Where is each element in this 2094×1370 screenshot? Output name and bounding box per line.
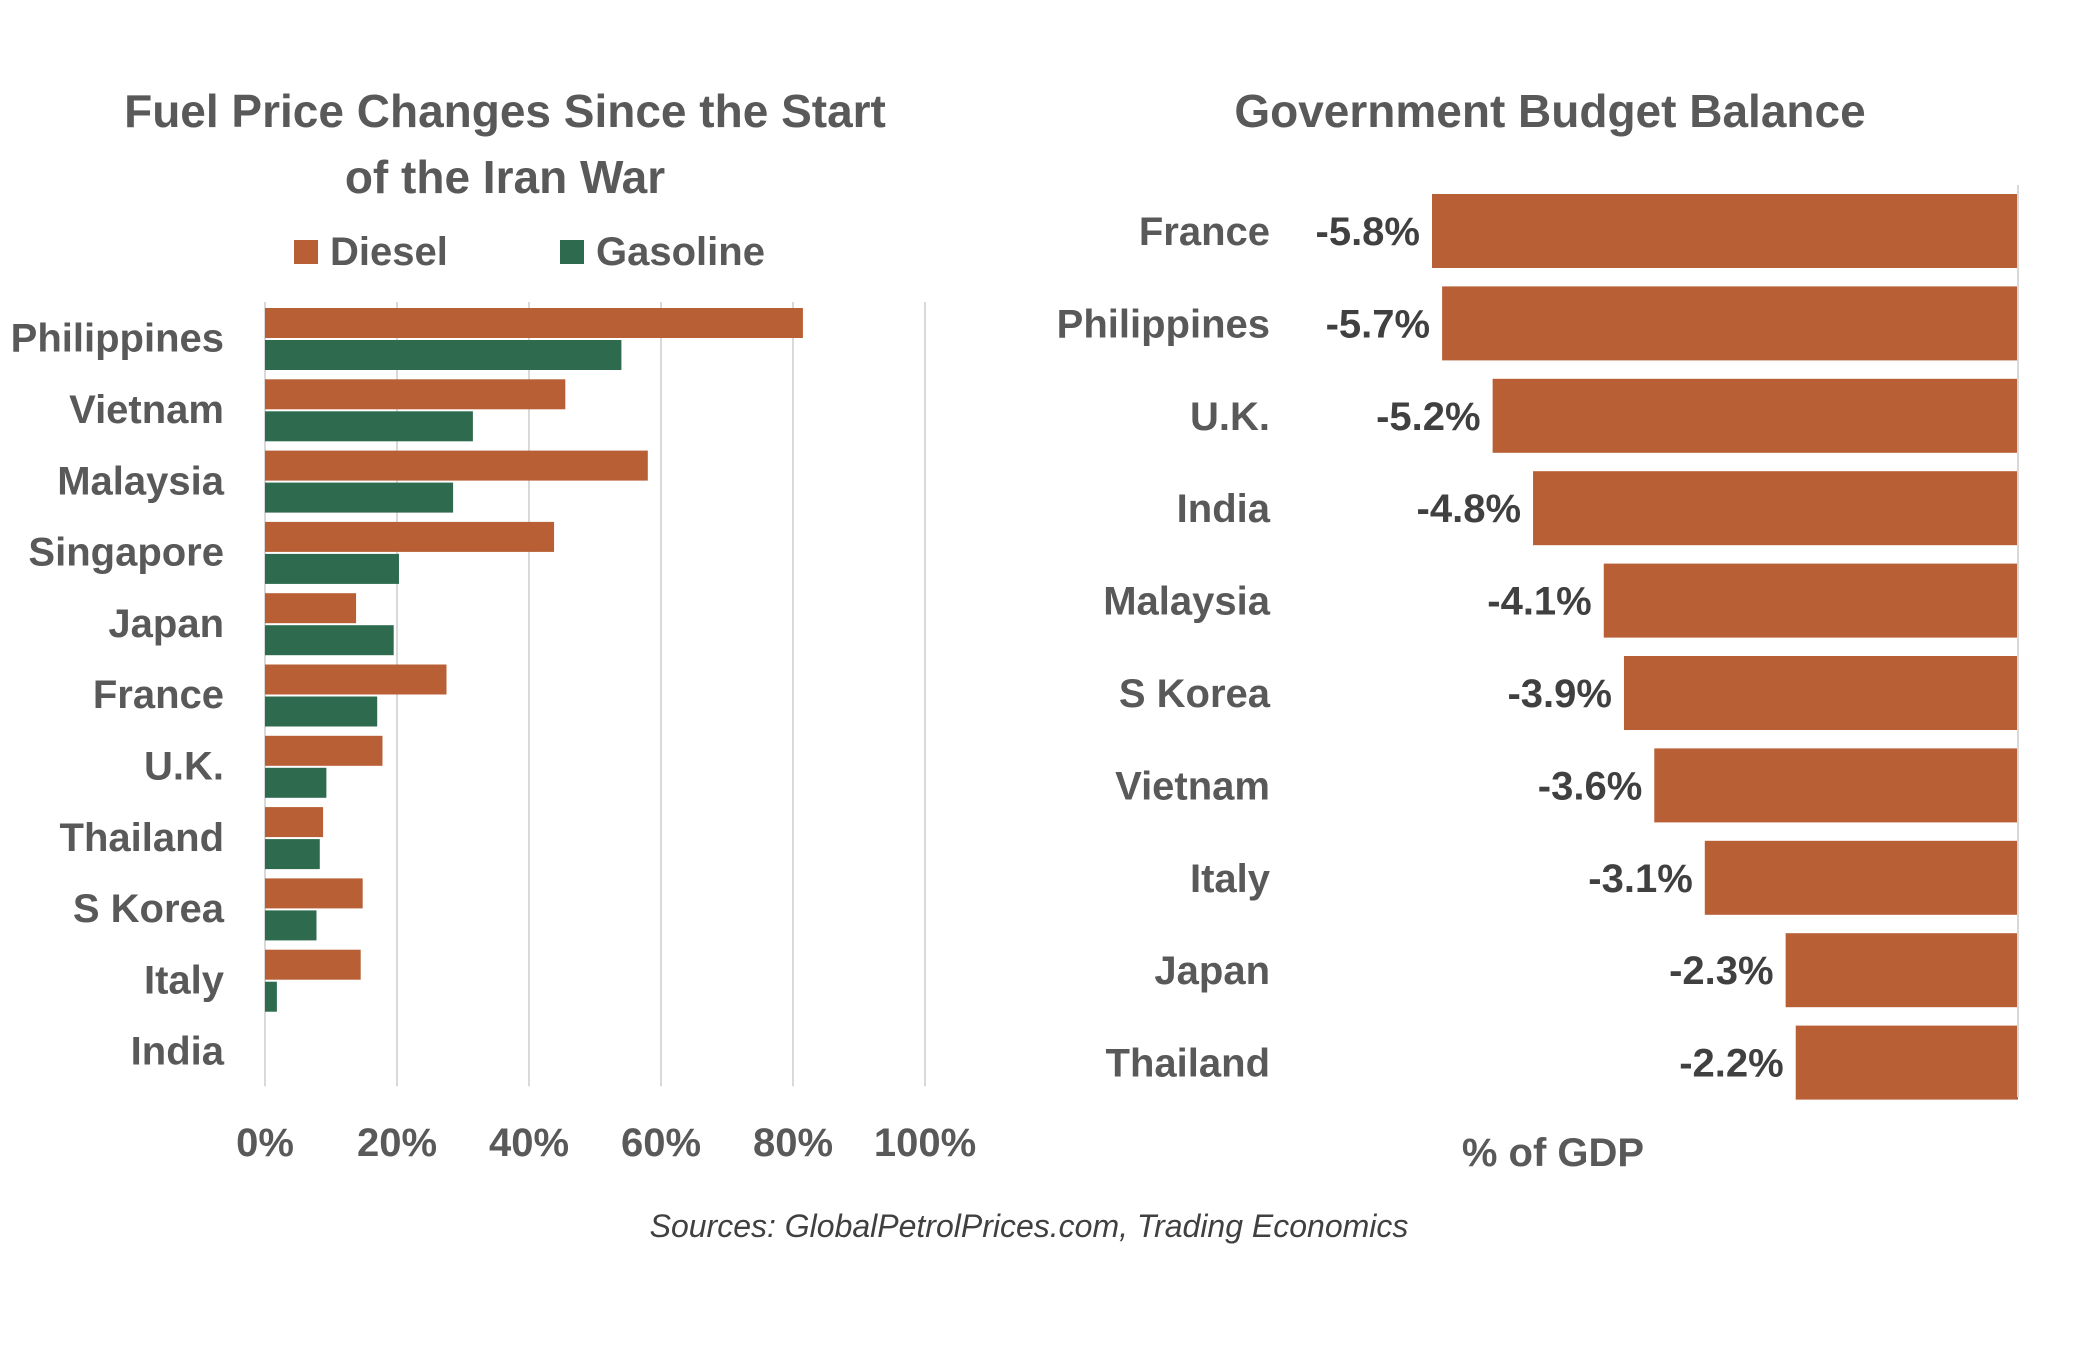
diesel-bar-singapore [265, 521, 555, 552]
fuel-x-tick-2: 40% [489, 1121, 569, 1165]
budget-x-axis-label: % of GDP [1462, 1131, 1644, 1175]
fuel-chart-title-line1: Fuel Price Changes Since the Start [124, 85, 886, 137]
gasoline-bar-malaysia [265, 482, 454, 513]
fuel-category-vietnam: Vietnam [69, 388, 224, 432]
fuel-category-france: France [93, 673, 224, 717]
gasoline-bar-vietnam [265, 411, 473, 442]
fuel-chart-title-line2: of the Iran War [345, 151, 665, 203]
gasoline-bar-singapore [265, 553, 399, 584]
budget-value-india: -4.8% [1417, 487, 1522, 531]
diesel-bar-s-korea [265, 878, 363, 909]
gasoline-bar-u-k [265, 767, 327, 798]
diesel-bar-thailand [265, 807, 324, 838]
budget-value-italy: -3.1% [1588, 857, 1693, 901]
diesel-bar-japan [265, 593, 357, 624]
budget-category-france: France [1139, 210, 1270, 254]
budget-bar-s-korea [1623, 656, 2018, 730]
fuel-category-s-korea: S Korea [73, 887, 225, 931]
diesel-bar-u-k [265, 735, 383, 766]
fuel-x-tick-5: 100% [874, 1121, 976, 1165]
budget-value-france: -5.8% [1316, 210, 1421, 254]
budget-bar-malaysia [1603, 563, 2018, 638]
gasoline-bar-s-korea [265, 910, 317, 941]
budget-bar-u-k [1492, 378, 2018, 453]
budget-bar-japan [1785, 933, 2018, 1008]
budget-category-u-k: U.K. [1190, 395, 1270, 439]
budget-value-malaysia: -4.1% [1487, 580, 1592, 624]
gasoline-bar-philippines [265, 340, 622, 370]
gasoline-bar-italy [265, 981, 277, 1012]
budget-bar-italy [1704, 840, 2018, 915]
fuel-bars [265, 308, 803, 1012]
legend-diesel-swatch [294, 240, 318, 264]
diesel-bar-italy [265, 949, 361, 980]
source-note: Sources: GlobalPetrolPrices.com, Trading… [650, 1208, 1409, 1244]
fuel-category-japan: Japan [108, 602, 224, 646]
fuel-category-singapore: Singapore [28, 531, 224, 575]
budget-category-vietnam: Vietnam [1115, 764, 1270, 808]
budget-bar-india [1533, 471, 2018, 546]
budget-bar-vietnam [1654, 748, 2018, 823]
diesel-bar-vietnam [265, 379, 566, 410]
budget-bar-france [1432, 194, 2018, 268]
diesel-bar-philippines [265, 308, 803, 338]
fuel-category-philippines: Philippines [11, 317, 224, 361]
fuel-x-tick-3: 60% [621, 1121, 701, 1165]
budget-value-vietnam: -3.6% [1538, 764, 1643, 808]
fuel-x-tick-4: 80% [753, 1121, 833, 1165]
fuel-x-tick-labels: 0% 20% 40% 60% 80% 100% [236, 1121, 976, 1165]
gasoline-bar-japan [265, 625, 394, 656]
fuel-legend: Diesel Gasoline [294, 230, 765, 274]
fuel-category-italy: Italy [144, 958, 225, 1002]
budget-value-thailand: -2.2% [1679, 1042, 1784, 1086]
legend-gasoline-swatch [560, 240, 584, 264]
budget-value-japan: -2.3% [1669, 949, 1774, 993]
budget-category-japan: Japan [1154, 949, 1270, 993]
fuel-x-tick-0: 0% [236, 1121, 294, 1165]
budget-category-italy: Italy [1190, 857, 1271, 901]
budget-category-malaysia: Malaysia [1103, 580, 1271, 624]
budget-value-philippines: -5.7% [1326, 302, 1431, 346]
gasoline-bar-thailand [265, 839, 320, 870]
budget-category-thailand: Thailand [1106, 1042, 1270, 1086]
budget-value-u-k: -5.2% [1376, 395, 1481, 439]
budget-bar-philippines [1442, 286, 2018, 361]
budget-category-labels: France Philippines U.K. India Malaysia S Kore… [1057, 210, 1271, 1086]
budget-category-india: India [1177, 487, 1271, 531]
fuel-category-labels: Philippines Vietnam Malaysia Singapore Japan… [11, 317, 225, 1074]
fuel-category-malaysia: Malaysia [57, 459, 225, 503]
gasoline-bar-france [265, 696, 378, 727]
fuel-category-thailand: Thailand [60, 816, 224, 860]
budget-value-s-korea: -3.9% [1507, 672, 1612, 716]
budget-bar-thailand [1795, 1025, 2018, 1100]
diesel-bar-malaysia [265, 450, 648, 481]
diesel-bar-france [265, 664, 447, 695]
budget-category-s-korea: S Korea [1119, 672, 1271, 716]
fuel-category-u-k: U.K. [144, 744, 224, 788]
legend-gasoline-label: Gasoline [596, 230, 765, 274]
fuel-x-tick-1: 20% [357, 1121, 437, 1165]
budget-bars [1432, 194, 2018, 1100]
legend-diesel-label: Diesel [330, 230, 448, 274]
budget-chart-title: Government Budget Balance [1234, 85, 1865, 137]
fuel-category-india: India [131, 1030, 225, 1074]
budget-category-philippines: Philippines [1057, 302, 1270, 346]
budget-data-labels: -5.8% -5.7% -5.2% -4.8% -4.1% -3.9% -3.6% -3.1%… [1316, 210, 1784, 1086]
